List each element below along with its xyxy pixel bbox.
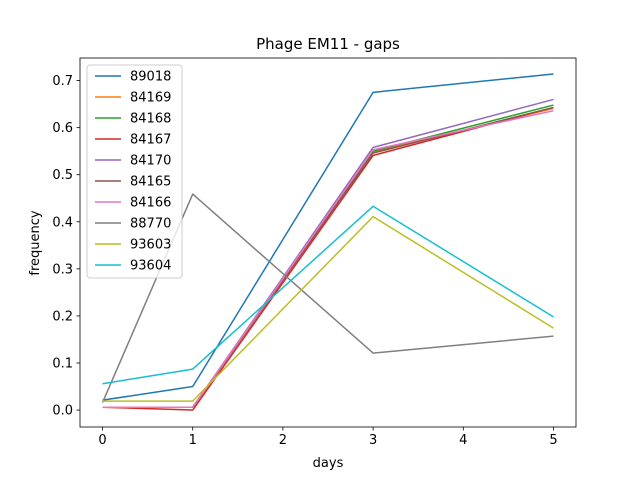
legend-label-84169: 84169 [130,91,171,106]
series-line-84166 [102,109,554,408]
y-tick-label-0.7: 0.7 [52,74,73,89]
series-line-93603 [102,215,554,402]
series-line-93604 [102,205,554,385]
legend-label-84165: 84165 [130,175,171,190]
legend-label-84166: 84166 [130,196,171,211]
plot-area: 0 1 2 3 4 5 0.0 0.1 0.2 0.3 0.4 0.5 0.6 0.7 89018 84169… [52,57,577,448]
x-tick-label-2: 2 [279,433,287,448]
y-tick-label-0.1: 0.1 [52,356,73,371]
series-line-89018 [102,73,554,401]
legend-label-84168: 84168 [130,112,171,127]
legend-label-89018: 89018 [130,70,171,85]
series-line-84167 [102,106,554,411]
legend-label-84170: 84170 [130,154,171,169]
series-line-88770 [101,193,554,403]
x-tick-label-1: 1 [189,433,197,448]
y-tick-label-0.6: 0.6 [52,121,73,136]
x-axis-label: days [313,456,344,471]
x-tick-label-5: 5 [549,433,557,448]
legend-label-93604: 93604 [130,259,171,274]
x-tick-label-4: 4 [459,433,467,448]
y-axis-label: frequency [28,210,43,276]
x-tick-label-0: 0 [98,433,106,448]
y-tick-label-0.2: 0.2 [52,309,73,324]
plot-frame [79,57,577,428]
y-tick-label-0.5: 0.5 [52,168,73,183]
chart-title: Phage EM11 - gaps [256,35,400,53]
y-tick-label-0.4: 0.4 [52,215,73,230]
legend-label-93603: 93603 [130,238,171,253]
y-tick-label-0.3: 0.3 [52,262,73,277]
x-tick-label-3: 3 [369,433,377,448]
legend-label-88770: 88770 [130,217,171,232]
legend-label-84167: 84167 [130,133,171,148]
y-tick-label-0.0: 0.0 [52,404,73,419]
